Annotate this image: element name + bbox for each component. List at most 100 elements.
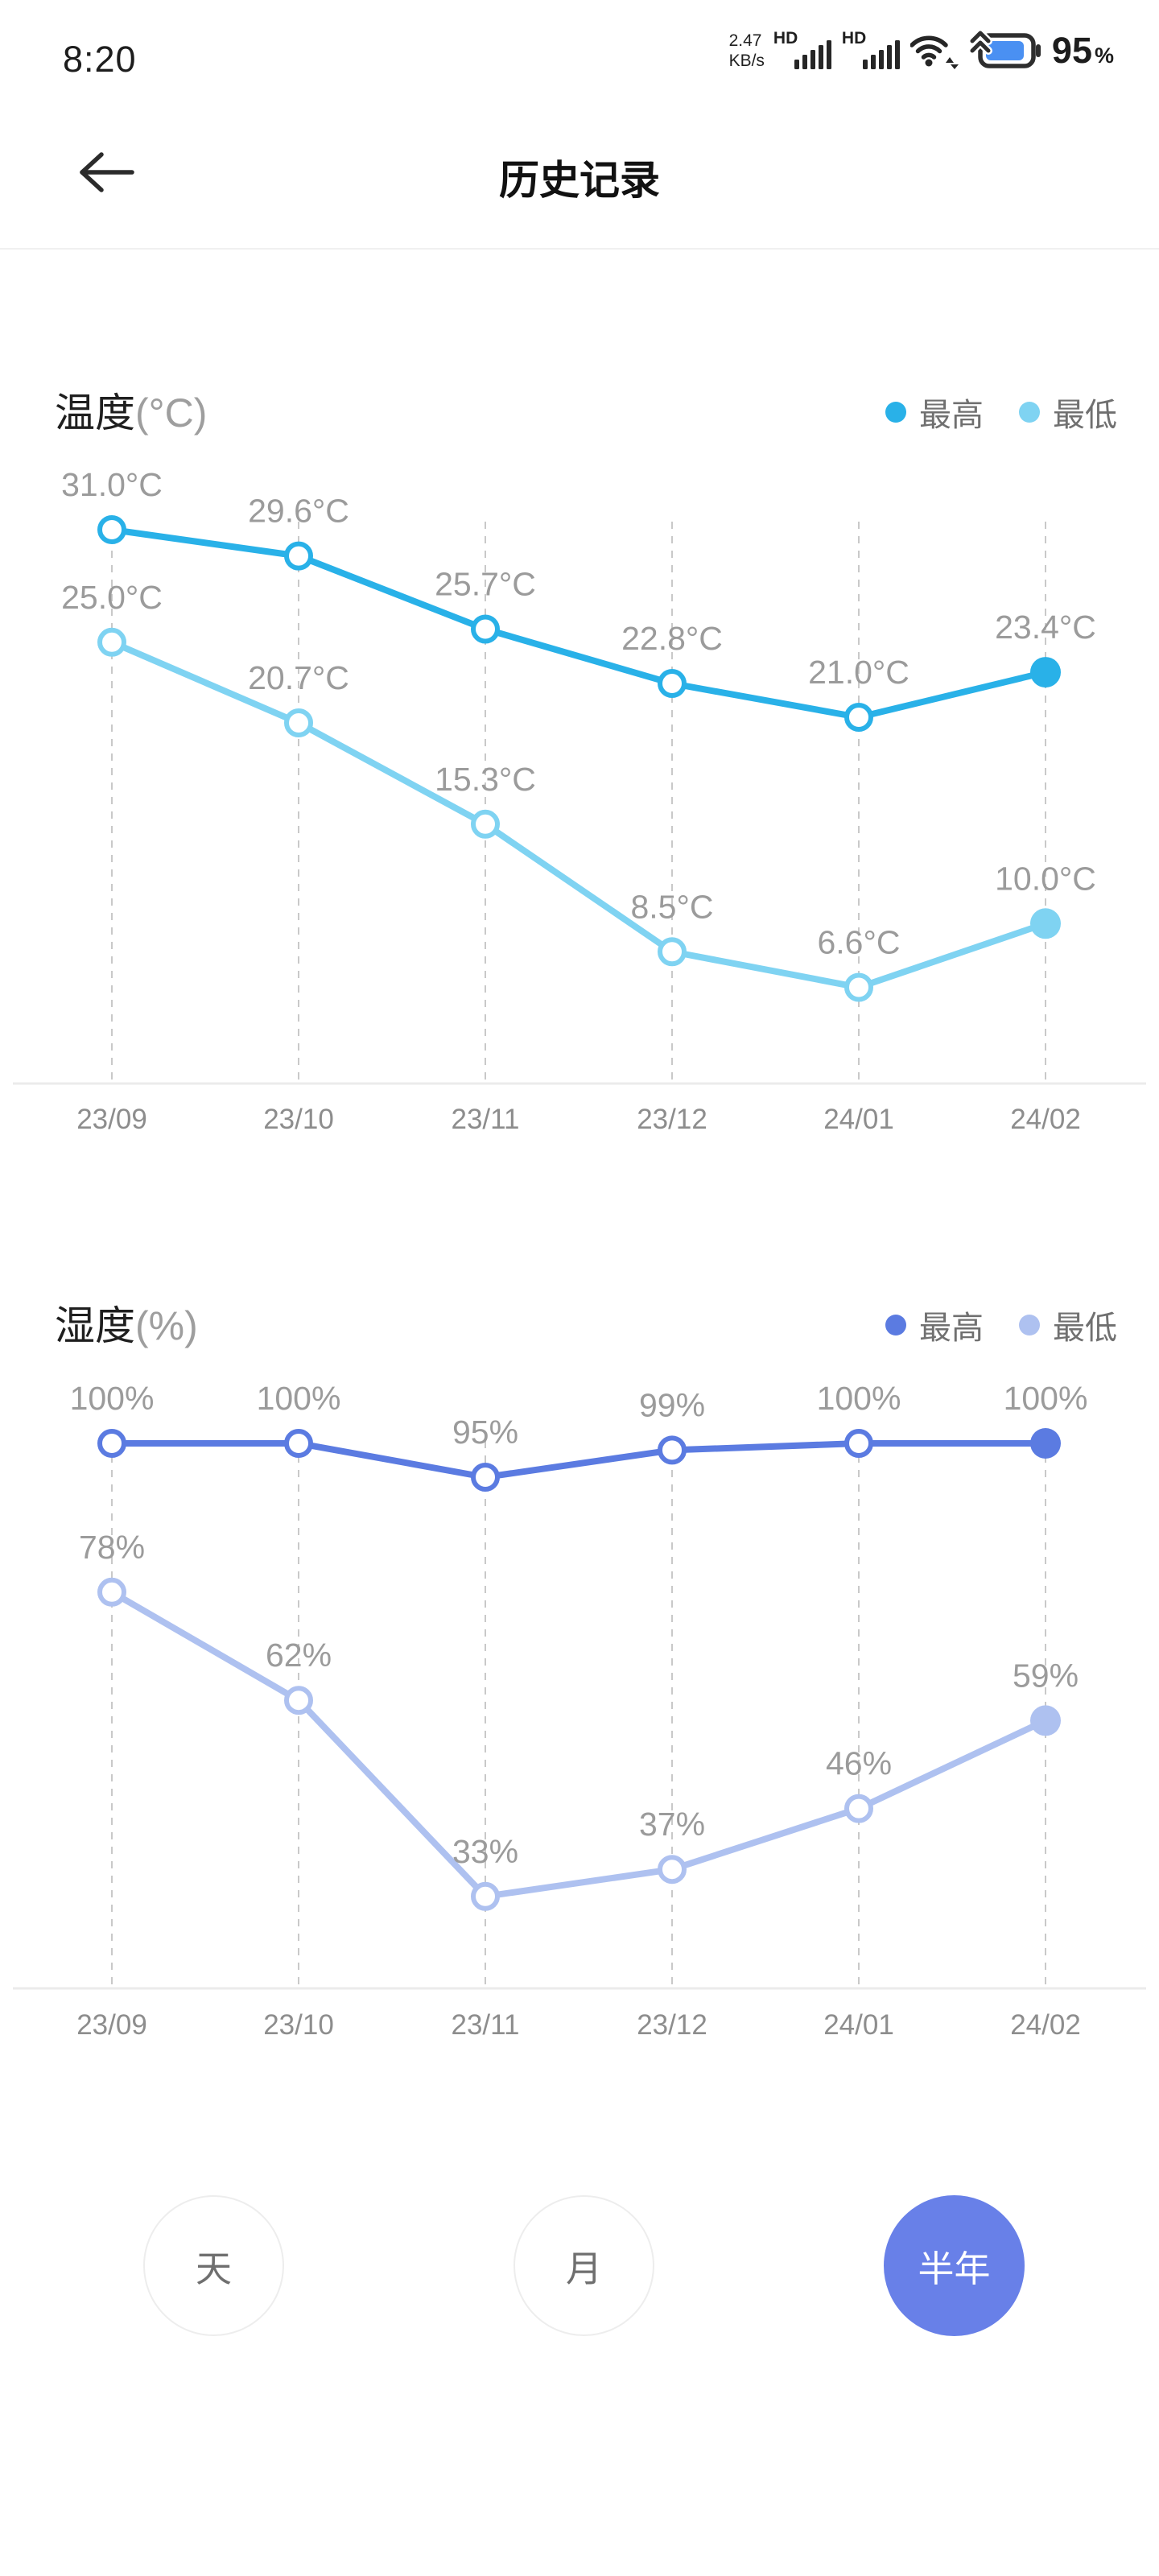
- status-icons: 2.47 KB/s HD HD: [729, 24, 1114, 77]
- series-line: [109, 526, 1049, 720]
- data-point: [97, 1577, 126, 1607]
- data-label: 100%: [257, 1380, 341, 1417]
- data-label: 95%: [452, 1414, 518, 1451]
- temperature-legend: 最高 最低: [885, 389, 1117, 436]
- range-button-half-year[interactable]: 半年: [884, 2195, 1025, 2336]
- signal-bars-icon: [862, 40, 900, 69]
- humidity-chart: 23/09 23/10 23/11 23/12 24/01 24/02 100% 100% 95…: [13, 1380, 1146, 2041]
- series-line: [109, 638, 1049, 991]
- data-point: [284, 1429, 313, 1458]
- data-point: [1030, 908, 1061, 939]
- legend-item-low: 最低: [1019, 1302, 1117, 1348]
- nav-bar: [0, 2447, 1159, 2576]
- data-label: 37%: [639, 1806, 705, 1843]
- network-speed-unit: KB/s: [728, 52, 765, 70]
- x-axis-label: 23/09: [76, 2009, 147, 2041]
- data-point: [284, 541, 313, 571]
- temperature-chart: 23/09 23/10 23/11 23/12 24/01 24/02 31.0°C 29.6…: [13, 466, 1146, 1135]
- data-point: [97, 1429, 126, 1458]
- data-label: 25.7°C: [435, 565, 536, 602]
- legend-dot-high-icon: [885, 1315, 906, 1335]
- data-point: [658, 1435, 687, 1465]
- range-button-day[interactable]: 天: [143, 2195, 284, 2336]
- status-bar: 8:20 2.47 KB/s HD HD: [0, 0, 1159, 97]
- data-point: [471, 809, 500, 839]
- data-point: [97, 627, 126, 657]
- data-label: 31.0°C: [61, 466, 163, 503]
- data-label: 25.0°C: [61, 579, 163, 616]
- data-label: 78%: [79, 1529, 145, 1566]
- sim1-signal: HD: [773, 29, 833, 71]
- data-point: [284, 1686, 313, 1715]
- data-point: [658, 1855, 687, 1885]
- back-arrow-icon[interactable]: [74, 147, 138, 198]
- x-axis-label: 23/11: [452, 2009, 520, 2041]
- x-axis-label: 23/11: [452, 1104, 520, 1135]
- clock: 8:20: [63, 39, 137, 80]
- x-axis-label: 24/02: [1010, 1104, 1081, 1135]
- battery-charging-icon: [968, 29, 1041, 68]
- data-label: 33%: [452, 1833, 518, 1870]
- page-title: 历史记录: [499, 158, 660, 203]
- legend-item-high: 最高: [885, 389, 984, 436]
- data-point: [844, 1429, 873, 1458]
- humidity-chart-title: 湿度(%): [55, 1303, 198, 1348]
- legend-item-high: 最高: [885, 1302, 984, 1348]
- sim2-signal: HD: [841, 29, 901, 71]
- legend-item-low: 最低: [1019, 389, 1117, 436]
- data-label: 8.5°C: [630, 888, 713, 925]
- data-point: [844, 703, 873, 732]
- data-label: 62%: [266, 1637, 332, 1674]
- header-divider: [0, 248, 1159, 250]
- data-label: 46%: [826, 1745, 892, 1782]
- hd-badge-icon: HD: [773, 29, 798, 47]
- data-point: [1030, 1705, 1061, 1736]
- wifi-icon: [909, 35, 959, 69]
- series-line: [109, 1440, 1049, 1480]
- data-label: 23.4°C: [995, 609, 1096, 646]
- x-axis-label: 23/09: [76, 1104, 147, 1135]
- data-point: [284, 708, 313, 737]
- data-label: 21.0°C: [808, 654, 909, 691]
- network-speed-value: 2.47: [728, 31, 762, 50]
- humidity-legend: 最高 最低: [885, 1302, 1117, 1348]
- data-point: [844, 972, 873, 1002]
- temperature-chart-title: 温度(°C): [55, 390, 208, 436]
- hd-badge-icon: HD: [841, 29, 867, 47]
- data-point: [658, 937, 687, 967]
- data-point: [471, 614, 500, 644]
- data-label: 100%: [70, 1380, 155, 1417]
- data-point: [97, 515, 126, 544]
- data-label: 100%: [817, 1380, 901, 1417]
- data-label: 99%: [639, 1386, 705, 1423]
- x-axis-label: 24/01: [823, 1104, 894, 1135]
- signal-bars-icon: [794, 40, 831, 69]
- x-axis-label: 23/10: [263, 1104, 334, 1135]
- x-axis-label: 23/12: [637, 2009, 707, 2041]
- data-label: 29.6°C: [248, 493, 349, 530]
- series-line: [109, 1588, 1049, 1900]
- network-speed: 2.47 KB/s: [729, 31, 765, 71]
- legend-dot-high-icon: [885, 402, 906, 423]
- legend-dot-low-icon: [1019, 1315, 1040, 1335]
- x-axis-label: 24/02: [1010, 2009, 1081, 2041]
- x-axis-label: 24/01: [823, 2009, 894, 2041]
- data-label: 100%: [1004, 1380, 1088, 1417]
- battery-percent: 95 %: [1051, 30, 1114, 71]
- data-label: 20.7°C: [248, 659, 349, 696]
- data-point: [471, 1881, 500, 1911]
- data-label: 10.0°C: [995, 860, 1096, 897]
- x-axis-label: 23/10: [263, 2009, 334, 2041]
- data-label: 15.3°C: [435, 761, 536, 798]
- data-point: [471, 1463, 500, 1492]
- data-label: 59%: [1013, 1657, 1079, 1694]
- data-label: 6.6°C: [817, 924, 900, 961]
- data-point: [844, 1794, 873, 1823]
- x-axis-label: 23/12: [637, 1104, 707, 1135]
- data-point: [1030, 1428, 1061, 1459]
- data-point: [658, 669, 687, 699]
- data-point: [1030, 657, 1061, 688]
- data-label: 22.8°C: [621, 620, 723, 657]
- range-button-month[interactable]: 月: [514, 2195, 654, 2336]
